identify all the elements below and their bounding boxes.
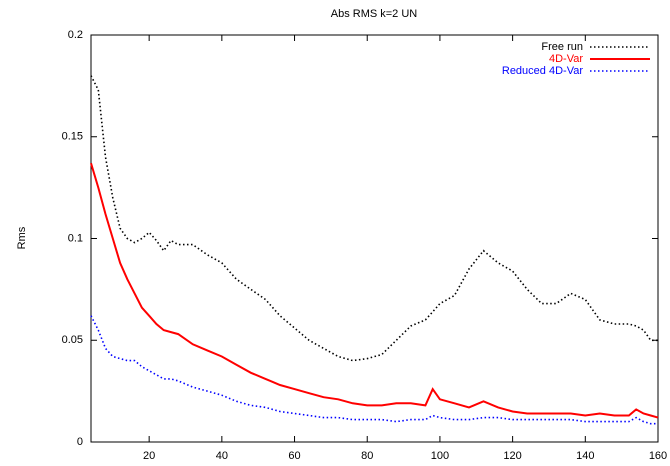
series-line: [90, 75, 658, 362]
series-line: [90, 162, 659, 419]
x-tick-label: 80: [361, 450, 373, 462]
x-tick-label: 160: [649, 450, 667, 462]
y-tick-label: 0: [77, 436, 83, 448]
y-tick-label: 0.05: [62, 334, 83, 346]
legend-label: 4D-Var: [549, 53, 583, 65]
y-tick-label: 0.1: [68, 232, 83, 244]
series-line: [90, 315, 658, 425]
x-tick-label: 20: [143, 450, 155, 462]
y-tick-label: 0.2: [68, 29, 83, 41]
x-tick-label: 40: [216, 450, 228, 462]
x-tick-label: 100: [431, 450, 449, 462]
chart-title: Abs RMS k=2 UN: [331, 8, 418, 20]
legend-label: Free run: [541, 41, 583, 53]
legend-label: Reduced 4D-Var: [502, 65, 583, 77]
y-axis-label: Rms: [16, 226, 28, 249]
y-tick-label: 0.15: [62, 131, 83, 143]
x-tick-label: 120: [503, 450, 521, 462]
x-tick-label: 140: [576, 450, 594, 462]
x-tick-label: 60: [288, 450, 300, 462]
